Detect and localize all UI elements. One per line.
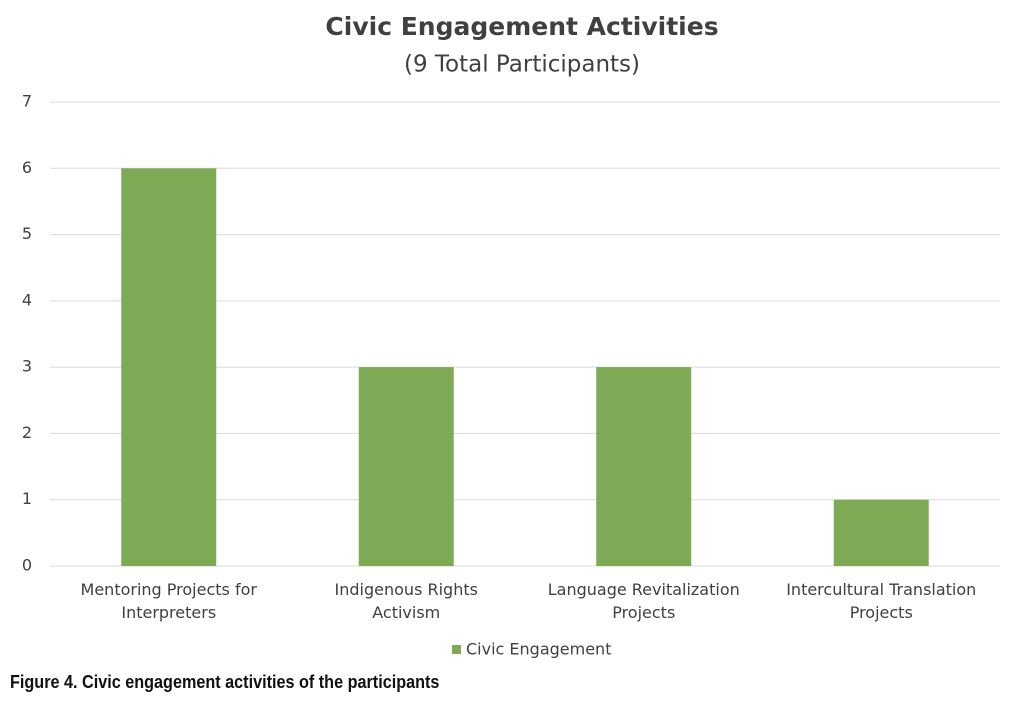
y-tick-label: 2 xyxy=(22,423,32,442)
legend-swatch xyxy=(452,645,461,654)
bar xyxy=(358,367,454,566)
figure-caption: Figure 4. Civic engagement activities of… xyxy=(10,672,440,692)
y-tick-label: 7 xyxy=(22,92,32,111)
x-tick-label: Mentoring Projects for Interpreters xyxy=(80,580,257,622)
x-tick-label: Intercultural Translation Projects xyxy=(786,580,977,622)
bar xyxy=(833,499,929,566)
y-tick-label: 1 xyxy=(22,489,32,508)
y-tick-label: 4 xyxy=(22,290,32,309)
y-tick-label: 3 xyxy=(22,357,32,376)
chart-title: Civic Engagement Activities xyxy=(325,12,718,41)
legend-label: Civic Engagement xyxy=(466,640,611,659)
y-tick-label: 0 xyxy=(22,556,32,575)
y-tick-label: 5 xyxy=(22,224,32,243)
x-tick-label: Indigenous Rights Activism xyxy=(334,580,478,622)
x-tick-label: Language Revitalization Projects xyxy=(547,580,740,622)
bar xyxy=(121,168,217,567)
bar xyxy=(596,367,692,566)
chart-subtitle: (9 Total Participants) xyxy=(404,52,640,78)
y-tick-label: 6 xyxy=(22,158,32,177)
